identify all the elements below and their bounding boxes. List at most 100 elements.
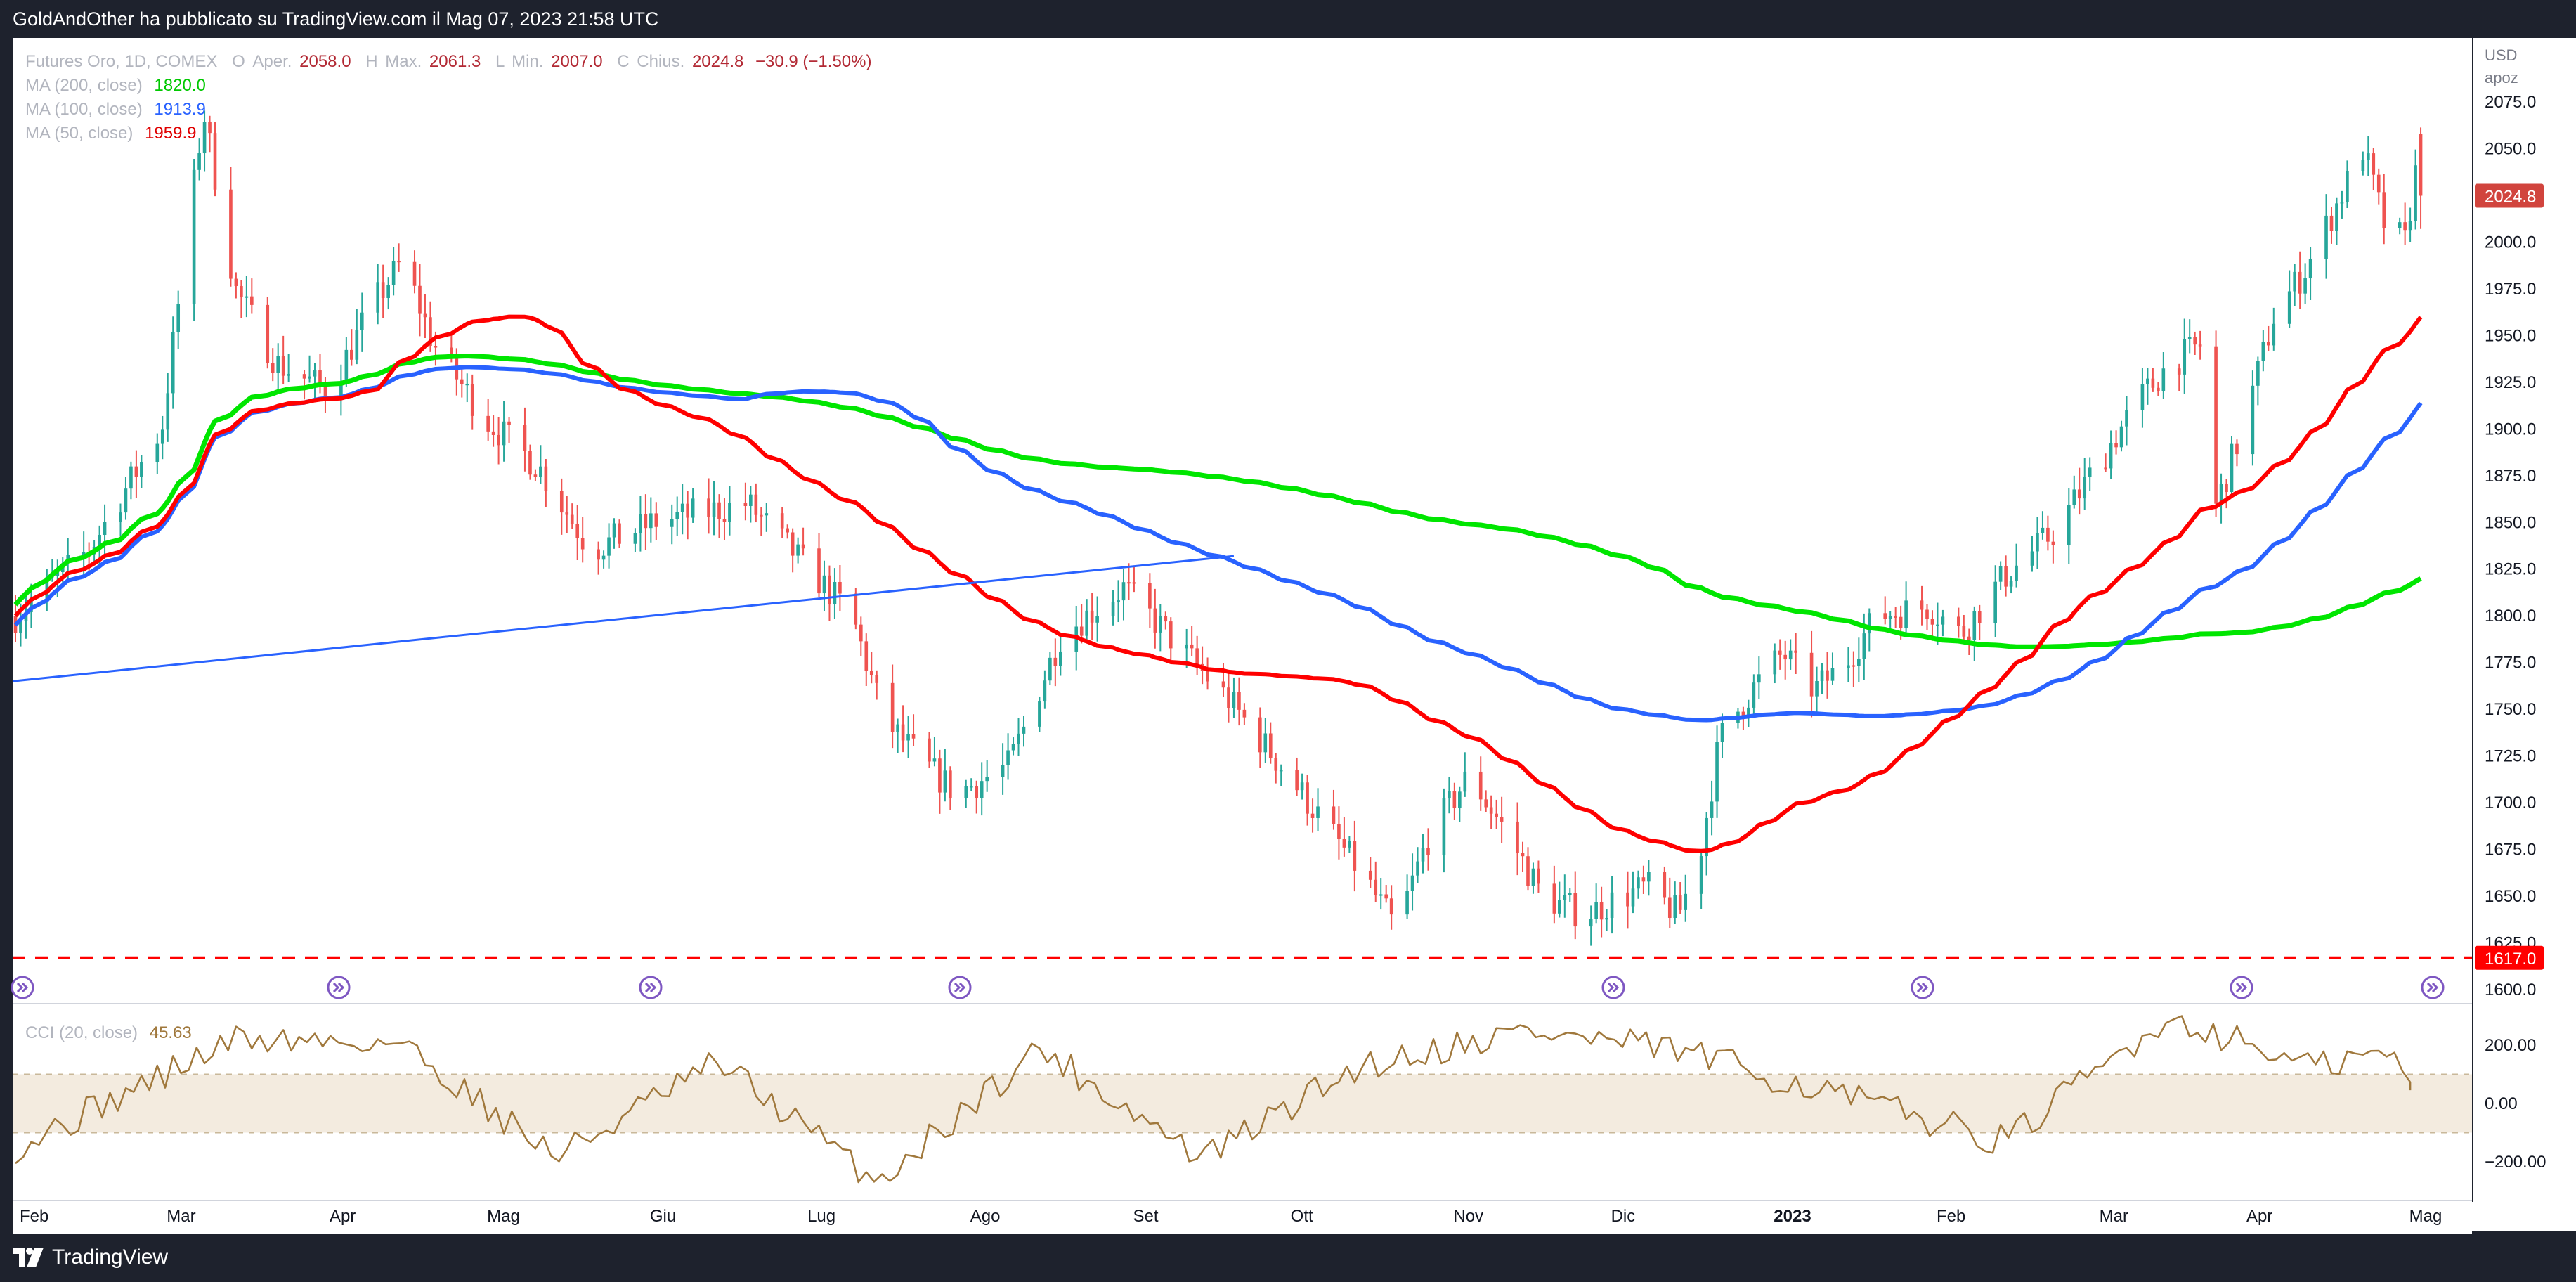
candle-body xyxy=(1006,750,1010,765)
candle-body xyxy=(2140,384,2145,410)
candle xyxy=(1195,635,1199,675)
candle-body xyxy=(2324,215,2328,259)
candle-body xyxy=(2308,258,2312,279)
candle xyxy=(1279,764,1283,786)
candle xyxy=(2198,330,2202,360)
legend-ma50-label: MA (50, close) xyxy=(25,124,134,143)
candle-body xyxy=(1242,709,1247,718)
candle xyxy=(2077,467,2081,515)
candle xyxy=(980,762,984,816)
candle xyxy=(166,372,170,442)
event-marker-icon[interactable] xyxy=(2230,976,2253,999)
candle-body xyxy=(1127,582,1131,584)
candle xyxy=(234,272,238,299)
candle xyxy=(1925,604,1929,630)
candle xyxy=(1090,593,1094,641)
candle-body xyxy=(639,514,642,533)
support-price-tag xyxy=(2475,945,2544,970)
legend-cci-value: 45.63 xyxy=(149,1023,192,1042)
candle xyxy=(2193,331,2197,356)
candle xyxy=(1526,847,1530,891)
candle-body xyxy=(1121,582,1126,601)
event-marker-icon[interactable] xyxy=(948,976,972,999)
candle-body xyxy=(313,370,317,377)
candle xyxy=(533,469,538,481)
price-tick-label: 1725.0 xyxy=(2485,747,2536,766)
candle xyxy=(171,316,175,409)
event-marker-icon[interactable] xyxy=(1911,976,1934,999)
candle-body xyxy=(465,384,469,386)
event-marker-icon[interactable] xyxy=(11,976,34,999)
candle xyxy=(1552,865,1556,924)
candle xyxy=(1563,874,1567,918)
candle xyxy=(1421,834,1425,874)
candle-body xyxy=(434,346,438,348)
candle-body xyxy=(712,502,716,517)
candle-body xyxy=(2036,533,2039,552)
candle xyxy=(1463,752,1467,797)
candle xyxy=(2398,217,2402,235)
candle xyxy=(612,518,616,549)
candle-body xyxy=(1095,616,1099,623)
candle xyxy=(1405,874,1409,919)
candle-body xyxy=(786,528,789,533)
candle-body xyxy=(523,425,527,451)
candle xyxy=(2361,151,2365,176)
candle-body xyxy=(975,786,979,798)
candle xyxy=(1852,651,1856,687)
tradingview-logo[interactable]: TradingView xyxy=(13,1245,168,1269)
candle-body xyxy=(722,519,727,522)
candle-body xyxy=(780,513,784,529)
candle xyxy=(1809,630,1814,718)
candle-body xyxy=(1489,807,1493,814)
candle xyxy=(1268,722,1273,764)
candle xyxy=(943,749,947,802)
candle-body xyxy=(654,513,658,527)
candle-body xyxy=(1815,681,1819,697)
time-tick-label: Apr xyxy=(2246,1207,2272,1226)
candle xyxy=(134,450,138,498)
candle xyxy=(276,343,280,390)
event-marker-icon[interactable] xyxy=(1601,976,1625,999)
candle-body xyxy=(649,513,653,529)
candle xyxy=(1043,670,1047,709)
candle xyxy=(271,348,275,382)
candle xyxy=(355,309,359,365)
event-marker-icon[interactable] xyxy=(327,976,351,999)
event-marker-icon[interactable] xyxy=(2421,976,2445,999)
candle xyxy=(875,670,879,700)
candle xyxy=(1017,718,1020,756)
candle-body xyxy=(1788,650,1793,660)
candle xyxy=(360,292,364,352)
candle xyxy=(1489,795,1493,829)
candle xyxy=(1783,640,1788,680)
candle-body xyxy=(103,522,107,536)
candle-body xyxy=(1410,875,1414,891)
candle-body xyxy=(2151,378,2155,388)
event-marker-icon[interactable] xyxy=(639,976,663,999)
candle-body xyxy=(1809,652,1814,697)
candle-body xyxy=(1090,610,1094,623)
candle xyxy=(2161,351,2166,399)
candle xyxy=(192,158,196,321)
candle-body xyxy=(2004,566,2008,587)
candle xyxy=(2346,160,2349,209)
legend-close-value: 2024.8 xyxy=(691,52,744,71)
event-marker-glyph xyxy=(954,982,966,993)
candle xyxy=(949,766,952,810)
candle-body xyxy=(707,498,710,517)
price-tick-label: 1800.0 xyxy=(2485,607,2536,626)
candle xyxy=(539,445,542,484)
candle xyxy=(1599,886,1604,938)
candle xyxy=(213,122,217,197)
candle xyxy=(2324,194,2328,279)
candles-group xyxy=(13,110,2423,946)
candle xyxy=(1637,870,1640,899)
candle xyxy=(1478,756,1483,811)
candle xyxy=(1484,790,1488,812)
candle xyxy=(2157,382,2160,396)
candle-body xyxy=(1405,891,1409,915)
candle xyxy=(964,779,968,808)
legend-ma100-row: MA (100, close) 1913.9 xyxy=(25,100,206,119)
candle-body xyxy=(1258,717,1262,753)
